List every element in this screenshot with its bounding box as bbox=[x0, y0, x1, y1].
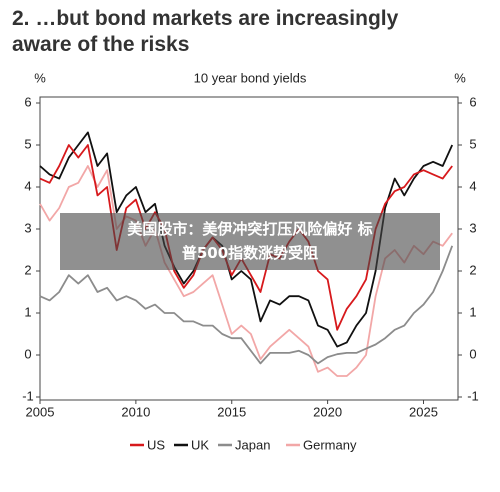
y2-tick-label: 6 bbox=[469, 94, 476, 109]
y2-tick-label: 1 bbox=[469, 304, 476, 319]
x-tick-label: 2020 bbox=[313, 404, 342, 419]
y2-tick-label: 2 bbox=[469, 262, 476, 277]
y-tick-label: 6 bbox=[24, 94, 31, 109]
x-tick-label: 2005 bbox=[26, 404, 55, 419]
x-tick-label: 2015 bbox=[217, 404, 246, 419]
plot-frame bbox=[39, 96, 459, 401]
y2-tick-label: 5 bbox=[469, 136, 476, 151]
y-tick-label: 4 bbox=[24, 178, 31, 193]
y2-tick-label: 3 bbox=[469, 220, 476, 235]
x-tick-label: 2010 bbox=[121, 404, 150, 419]
legend-label: Germany bbox=[303, 437, 357, 452]
y-tick-label: 5 bbox=[24, 136, 31, 151]
chart-title: 2. …but bond markets are increasingly aw… bbox=[12, 7, 399, 56]
y2-tick-label: 0 bbox=[469, 346, 476, 361]
y-tick-label: -1 bbox=[22, 388, 34, 403]
y-tick-label: 0 bbox=[24, 346, 31, 361]
x-tick-label: 2025 bbox=[409, 404, 438, 419]
y-tick-label: 3 bbox=[24, 220, 31, 235]
overlay-line: 美国股市：美伊冲突打压风险偏好 标 bbox=[127, 220, 373, 238]
overlay-caption: 美国股市：美伊冲突打压风险偏好 标 普500指数涨势受阻 bbox=[60, 213, 440, 270]
y2-tick-label: 4 bbox=[469, 178, 476, 193]
y-tick-label: 1 bbox=[24, 304, 31, 319]
legend-label: US bbox=[147, 437, 165, 452]
legend-label: Japan bbox=[235, 437, 270, 452]
chart-subtitle: 10 year bond yields bbox=[194, 70, 307, 85]
series-line bbox=[39, 245, 454, 365]
legend-label: UK bbox=[191, 437, 209, 452]
y-tick-label: 2 bbox=[24, 262, 31, 277]
y2-tick-label: -1 bbox=[467, 388, 479, 403]
y2-axis-label: % bbox=[454, 70, 466, 85]
overlay-line: 普500指数涨势受阻 bbox=[181, 244, 319, 262]
y-axis-label: % bbox=[34, 70, 46, 85]
